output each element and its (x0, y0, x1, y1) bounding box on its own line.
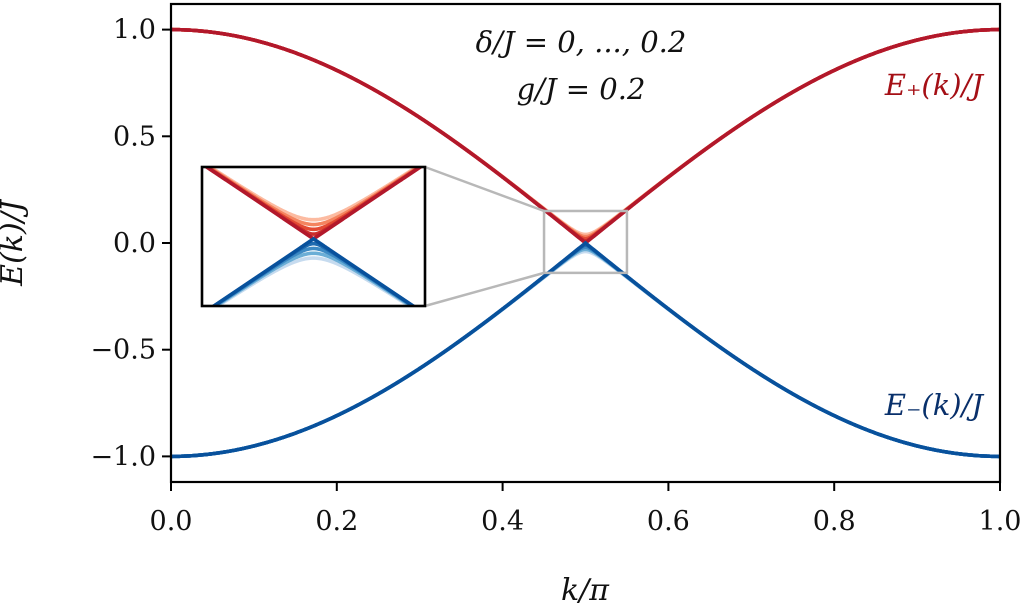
annotation-delta: δ/J = 0, ..., 0.2 (476, 25, 687, 59)
x-tick-label: 0.8 (813, 506, 856, 537)
zoom-indicator (424, 165, 629, 308)
zoom-connector-bottom (424, 271, 545, 308)
inset-lower-line-0 (210, 236, 417, 306)
x-tick-label: 0.2 (315, 506, 358, 537)
x-tick-label: 0.0 (150, 506, 193, 537)
x-tick-label: 0.6 (647, 506, 690, 537)
annotation-g: g/J = 0.2 (517, 72, 646, 106)
inset-plot-area (203, 167, 424, 306)
y-tick-label: −1.0 (90, 441, 156, 472)
zoom-connector-top (424, 165, 545, 213)
y-tick-label: 1.0 (113, 15, 156, 46)
y-tick-label: 0.5 (113, 121, 156, 152)
lower-band-line-0 (171, 240, 1000, 459)
x-tick-label: 1.0 (979, 506, 1022, 537)
zoom-box (542, 209, 629, 275)
series-label-lower: E₋(k)/J (884, 388, 984, 422)
axis-ticks: 0.0 0.2 0.4 0.6 0.8 1.0 −1.0 −0.5 0.0 0.5 1.0 (90, 15, 1021, 537)
x-tick-label: 0.4 (481, 506, 524, 537)
y-axis-label: E(k)/J (0, 198, 30, 287)
series-label-upper: E₊(k)/J (884, 68, 984, 102)
inset-frame (200, 165, 427, 308)
y-tick-label: −0.5 (90, 335, 156, 366)
y-tick-label: 0.0 (113, 228, 156, 259)
x-axis-label: k/π (561, 573, 610, 608)
plot-area (171, 27, 1000, 459)
inset-zoom (200, 165, 427, 308)
